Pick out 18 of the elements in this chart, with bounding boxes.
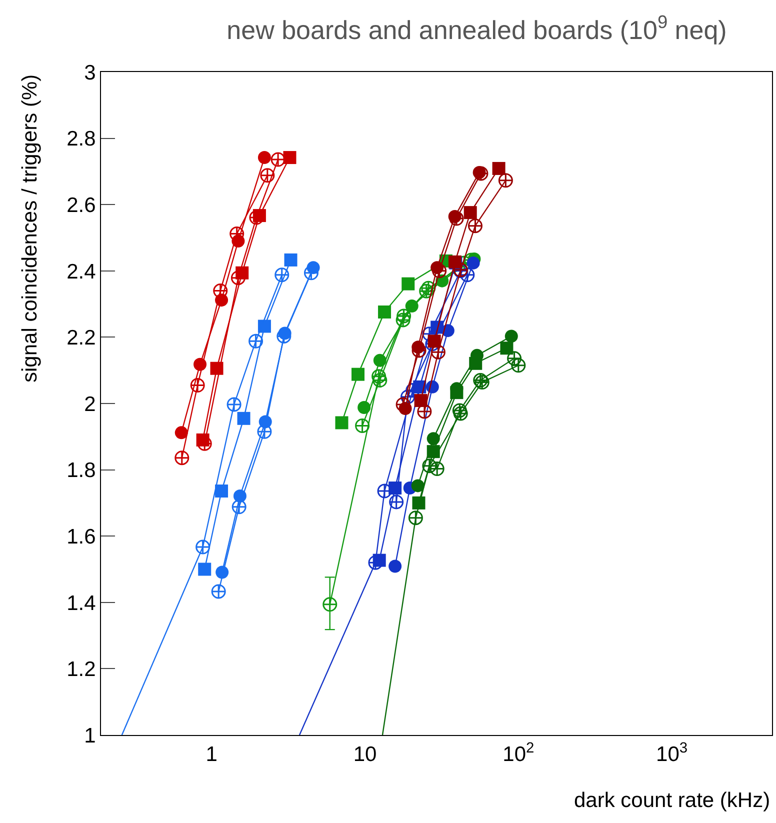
chart-title: new boards and annealed boards (10$^{9}$ neq) xyxy=(226,12,727,45)
y-tick-label: 2.4 xyxy=(66,260,96,284)
y-tick-label: 1.8 xyxy=(66,459,96,482)
y-tick-label: 2.8 xyxy=(66,128,96,151)
y-tick-label: 1.6 xyxy=(66,525,96,548)
y-tick-label: 2 xyxy=(84,392,96,416)
y-tick-label: 1 xyxy=(84,724,96,748)
x-tick-label: 10 xyxy=(353,743,377,766)
x-tick-label: 10$^{3}$ xyxy=(656,740,688,766)
y-tick-label: 1.2 xyxy=(66,658,96,682)
y-tick-label: 3 xyxy=(84,61,96,84)
x-tick-label: 1 xyxy=(206,743,218,766)
y-axis-title: signal coincidences / triggers (%) xyxy=(18,74,42,382)
x-tick-label: 10$^{2}$ xyxy=(502,740,534,766)
x-axis-title: dark count rate (kHz) xyxy=(574,789,770,812)
y-tick-label: 2.2 xyxy=(66,326,96,350)
y-tick-label: 1.4 xyxy=(66,592,96,615)
y-tick-label: 2.6 xyxy=(66,194,96,217)
